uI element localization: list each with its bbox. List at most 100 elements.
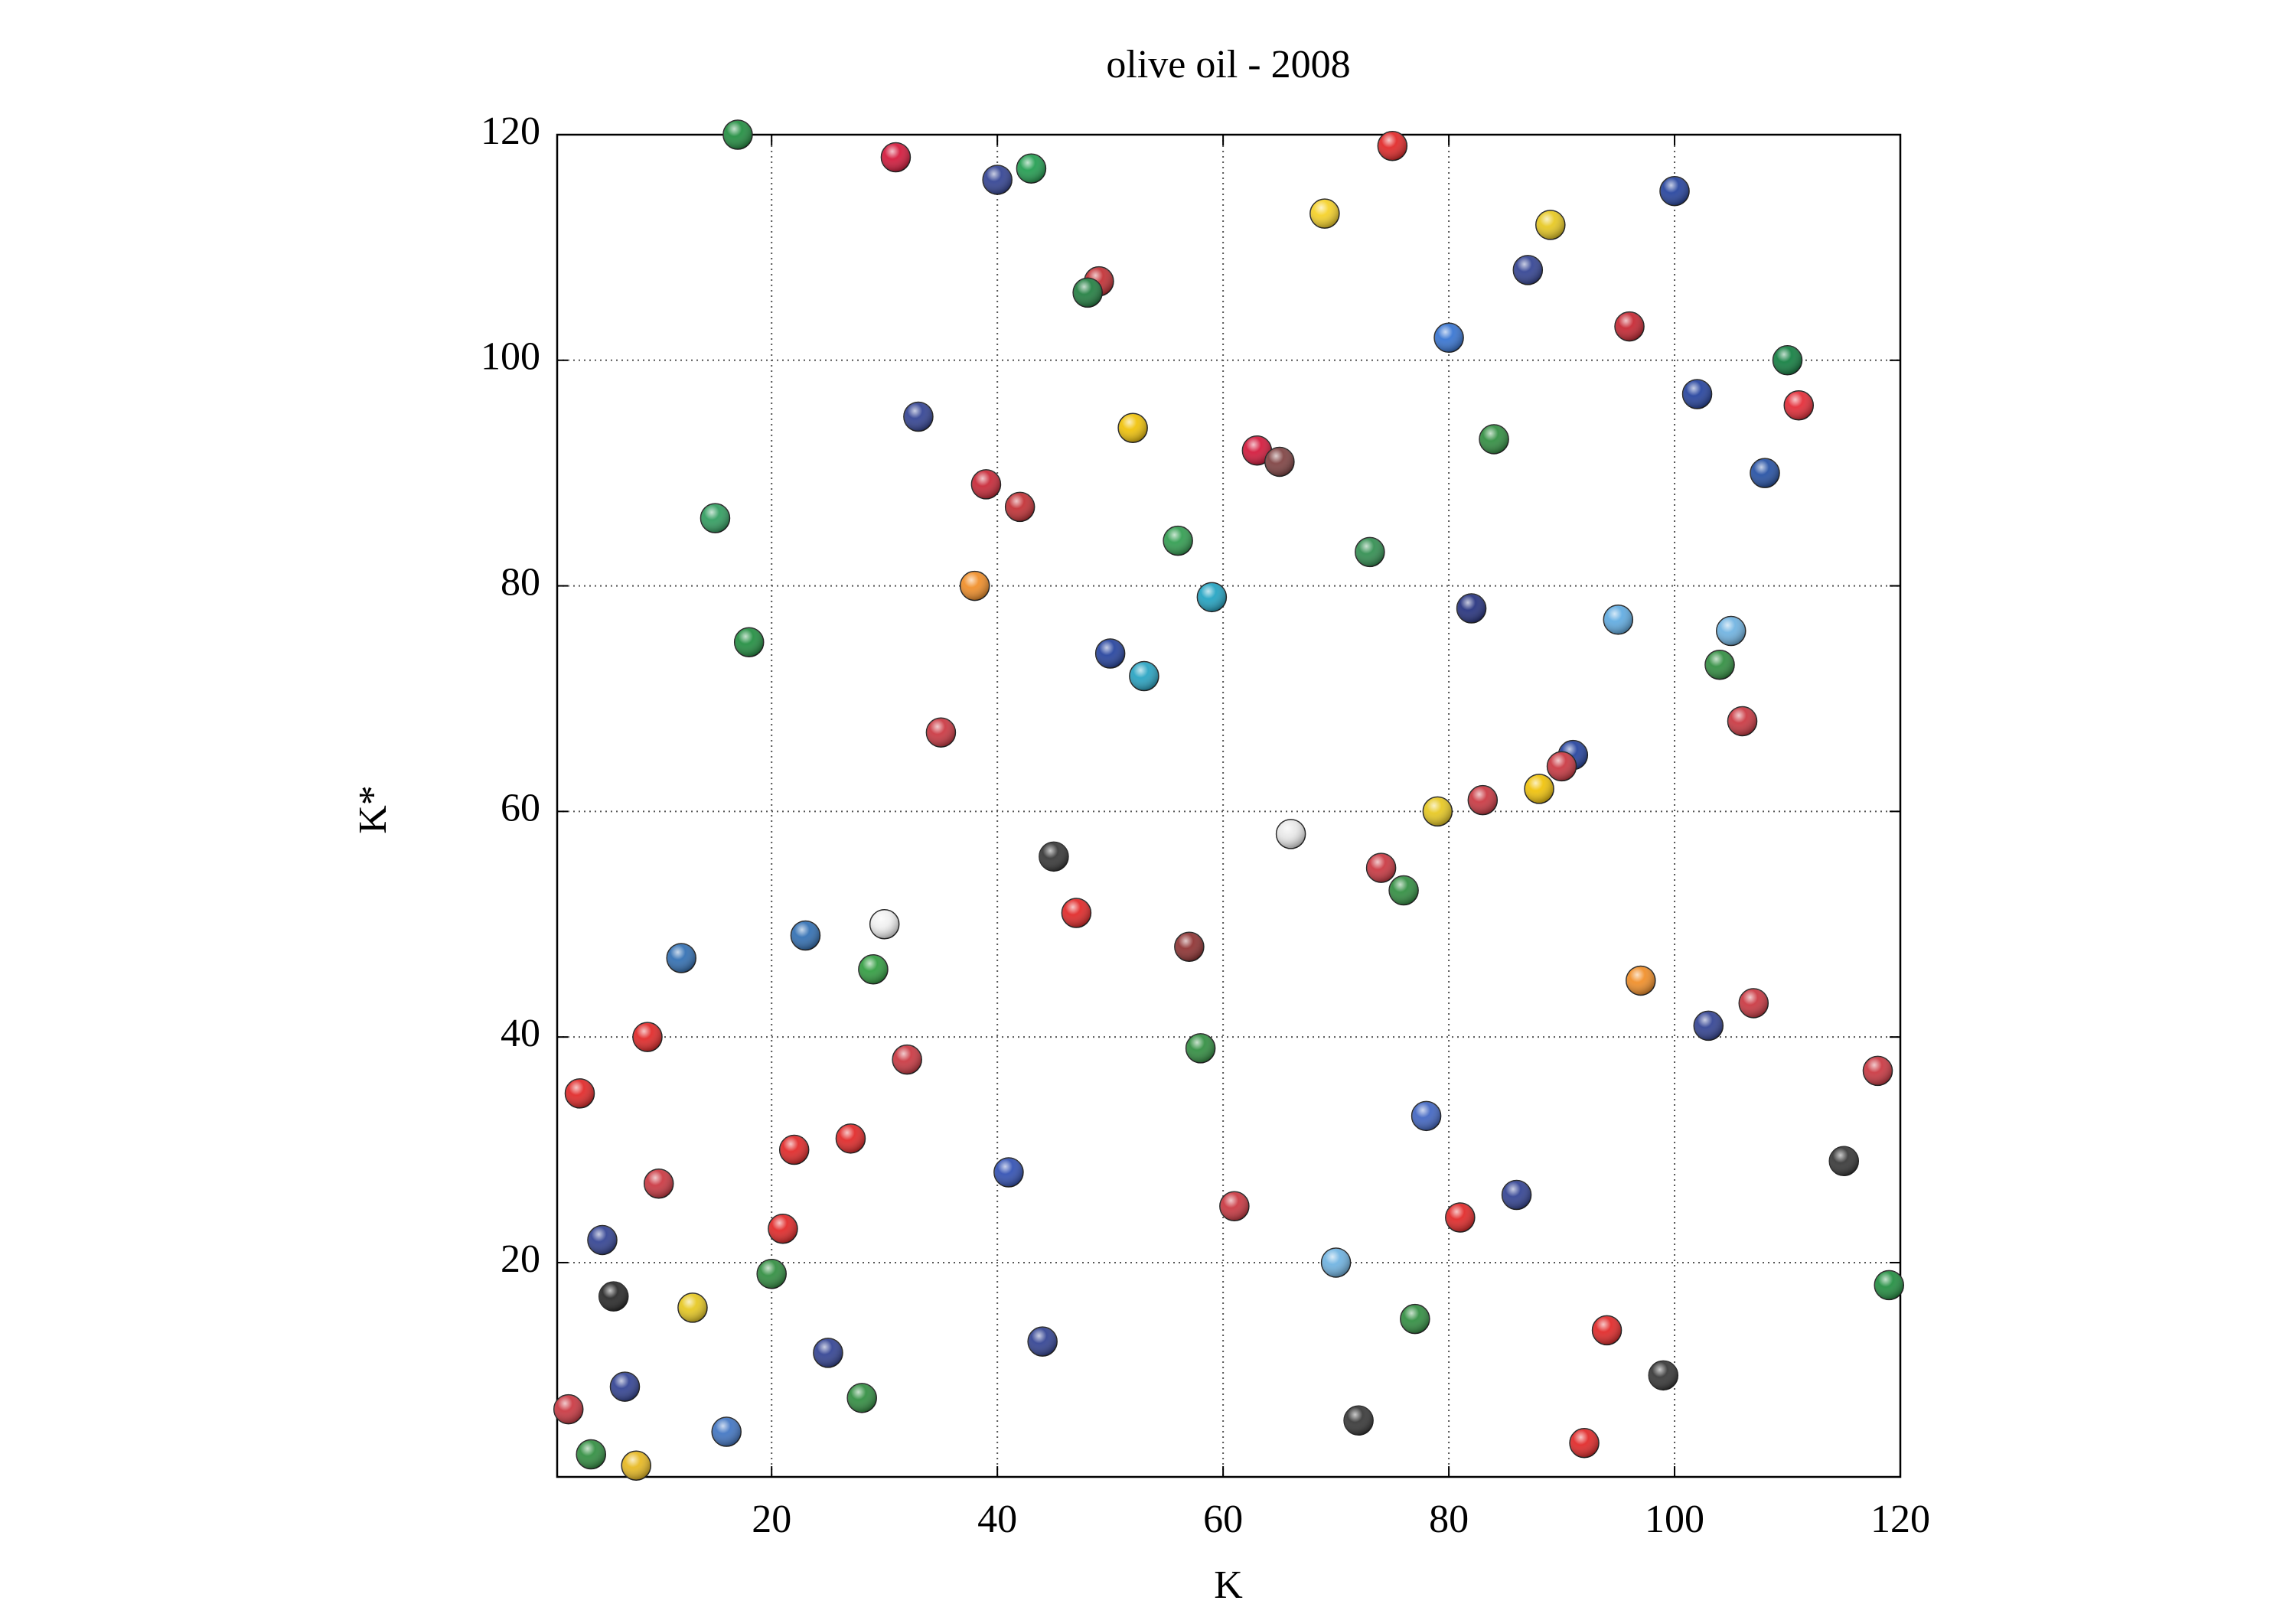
marker-shine	[892, 1045, 922, 1074]
marker-shine	[757, 1259, 787, 1289]
marker-shine	[1705, 650, 1735, 680]
chart-title: olive oil - 2008	[1106, 43, 1350, 86]
marker-shine	[553, 1394, 583, 1424]
marker-shine	[1784, 390, 1814, 420]
plot-frame	[556, 133, 1902, 1478]
marker-shine	[1197, 582, 1227, 612]
marker-shine	[1309, 199, 1339, 229]
y-axis-label: K*	[351, 785, 395, 834]
marker-shine	[1321, 1247, 1351, 1277]
marker-shine	[903, 402, 933, 432]
marker-shine	[847, 1383, 877, 1413]
marker-shine	[1727, 706, 1757, 736]
marker-shine	[1423, 797, 1453, 826]
marker-shine	[1502, 1180, 1531, 1210]
marker-shine	[1411, 1101, 1441, 1131]
marker-shine	[836, 1123, 866, 1153]
marker-shine	[1750, 458, 1780, 488]
y-tick-label: 40	[501, 1012, 540, 1055]
marker-shine	[1649, 1361, 1678, 1390]
marker-shine	[813, 1338, 843, 1367]
x-tick-label: 20	[752, 1498, 791, 1541]
marker-shine	[1434, 323, 1464, 353]
y-tick-label: 60	[501, 786, 540, 830]
marker-shine	[1163, 526, 1193, 556]
marker-shine	[1739, 988, 1769, 1018]
marker-shine	[1219, 1191, 1249, 1221]
marker-shine	[1005, 492, 1035, 522]
marker-shine	[667, 943, 696, 973]
marker-shine	[587, 1225, 617, 1255]
y-tick-label: 120	[481, 109, 540, 153]
marker-shine	[1716, 616, 1746, 646]
marker-shine	[1276, 819, 1306, 849]
marker-shine	[632, 1022, 662, 1052]
marker-shine	[1129, 661, 1159, 691]
y-tick-label: 20	[501, 1237, 540, 1281]
marker-shine	[1174, 932, 1204, 962]
marker-shine	[734, 627, 764, 657]
marker-shine	[1062, 898, 1091, 928]
marker-shine	[1039, 842, 1068, 872]
x-tick-label: 100	[1645, 1498, 1704, 1541]
marker-shine	[1863, 1056, 1893, 1086]
marker-shine	[1186, 1033, 1215, 1063]
marker-shine	[598, 1282, 628, 1312]
marker-shine	[1073, 278, 1103, 308]
marker-shine	[712, 1417, 742, 1447]
marker-shine	[1570, 1428, 1600, 1458]
marker-shine	[1242, 435, 1272, 465]
marker-shine	[576, 1439, 606, 1469]
marker-shine	[1660, 176, 1690, 206]
marker-shine	[1535, 210, 1565, 240]
marker-shine	[1694, 1011, 1724, 1041]
marker-shine	[1028, 1327, 1058, 1357]
marker-shine	[983, 165, 1013, 194]
marker-shine	[869, 909, 899, 939]
marker-shine	[1400, 1304, 1430, 1334]
marker-shine	[1344, 1406, 1374, 1436]
marker-shine	[1525, 774, 1554, 804]
marker-shine	[1874, 1270, 1904, 1300]
marker-shine	[1603, 605, 1633, 634]
marker-shine	[779, 1135, 809, 1165]
marker-shine	[971, 469, 1001, 499]
marker-shine	[621, 1451, 651, 1481]
marker-shine	[1118, 413, 1148, 443]
marker-shine	[768, 1214, 797, 1244]
marker-shine	[1615, 311, 1645, 341]
marker-shine	[1682, 380, 1712, 409]
marker-shine	[791, 921, 820, 950]
marker-shine	[1829, 1146, 1859, 1176]
y-tick-label: 80	[501, 561, 540, 605]
marker-shine	[1355, 537, 1384, 567]
marker-shine	[1547, 751, 1577, 781]
x-tick-label: 40	[977, 1498, 1017, 1541]
marker-shine	[722, 120, 752, 149]
marker-shine	[1264, 447, 1294, 477]
x-tick-label: 60	[1203, 1498, 1243, 1541]
marker-shine	[1513, 255, 1543, 285]
marker-shine	[677, 1292, 707, 1322]
marker-shine	[1456, 594, 1486, 624]
marker-shine	[1378, 131, 1407, 161]
y-tick-label: 100	[481, 335, 540, 379]
marker-shine	[993, 1158, 1023, 1188]
marker-shine	[1016, 154, 1046, 184]
marker-shine	[1592, 1315, 1622, 1345]
marker-shine	[1626, 966, 1655, 996]
marker-shine	[700, 504, 730, 533]
marker-shine	[1366, 853, 1396, 883]
marker-shine	[1479, 424, 1509, 454]
marker-shine	[610, 1372, 640, 1402]
x-tick-label: 80	[1429, 1498, 1469, 1541]
x-axis-label: K	[1214, 1563, 1243, 1607]
marker-shine	[565, 1078, 595, 1108]
marker-shine	[926, 718, 956, 748]
marker-shine	[1445, 1202, 1475, 1232]
marker-shine	[1389, 875, 1419, 905]
marker-shine	[644, 1169, 673, 1198]
marker-shine	[858, 954, 888, 984]
